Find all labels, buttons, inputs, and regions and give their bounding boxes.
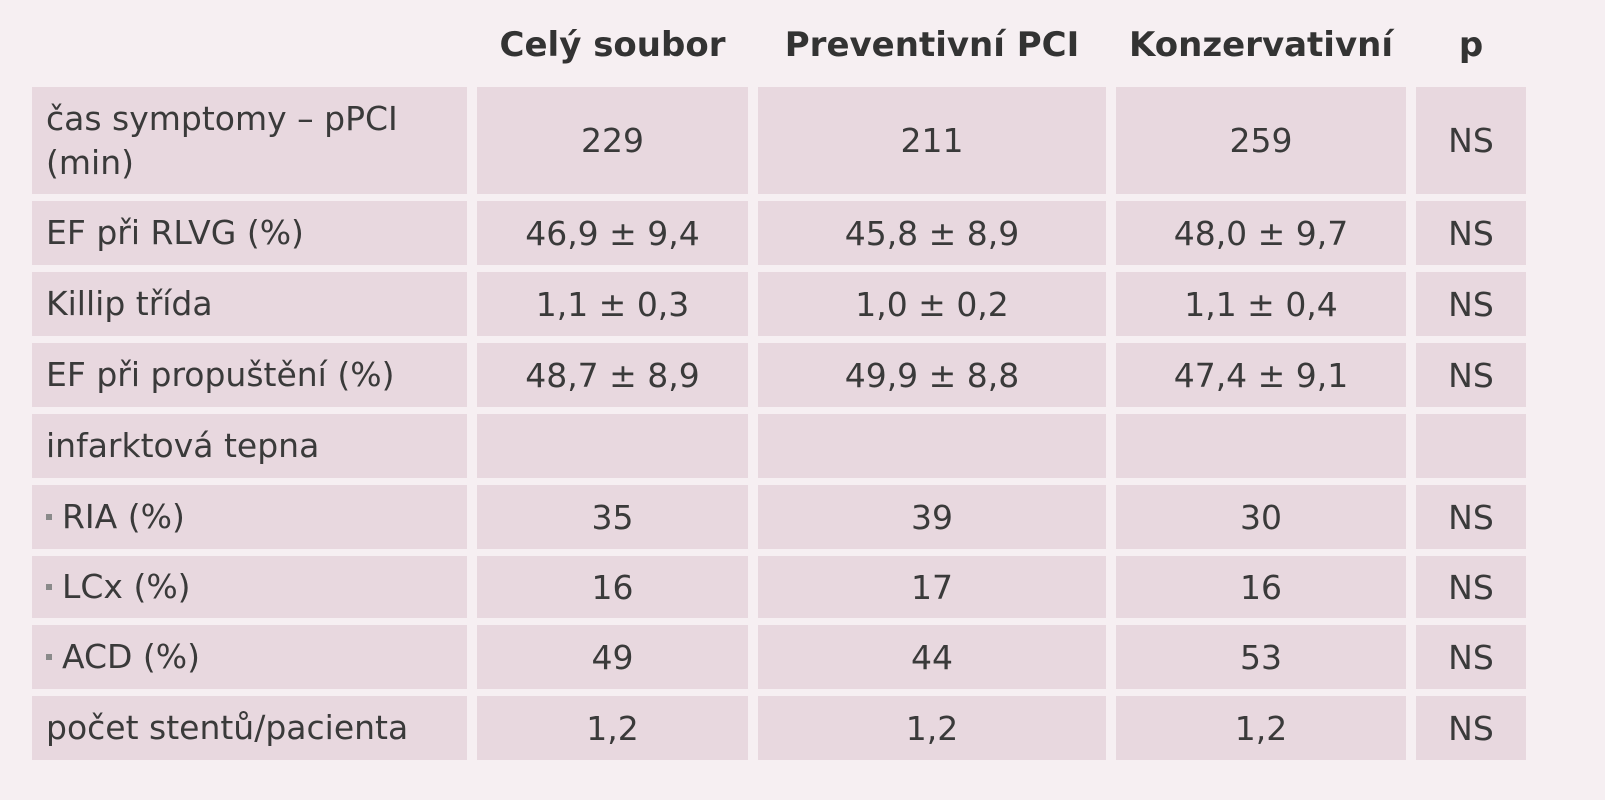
table-cell: 48,7 ± 8,9 [477,343,748,407]
table-cell: 49 [477,625,748,689]
table-cell [477,414,748,478]
table-cell: NS [1416,696,1526,760]
column-header: Preventivní PCI [784,25,1080,65]
table-cell: 39 [758,485,1106,549]
table-cell: NS [1416,201,1526,265]
table-cell: 259 [1116,87,1406,194]
table-cell: 53 [1116,625,1406,689]
row-label: LCx (%) [32,556,467,618]
table: Celý soubor Preventivní PCI Konzervativní p… [32,10,1526,760]
column-header: Celý soubor [499,25,726,65]
row-label: RIA (%) [32,485,467,549]
table-cell: NS [1416,87,1526,194]
row-label: počet stentů/pacienta [32,696,467,760]
table-cell: NS [1416,556,1526,618]
table-cell: 16 [477,556,748,618]
table-cell: 46,9 ± 9,4 [477,201,748,265]
table-cell: 1,1 ± 0,4 [1116,272,1406,336]
table-cell: 1,2 [1116,696,1406,760]
table-cell [758,414,1106,478]
corner-cell [32,10,467,80]
column-header: p [1458,25,1484,65]
table-cell: NS [1416,485,1526,549]
table-cell: 35 [477,485,748,549]
table-cell: 1,2 [758,696,1106,760]
table-cell: 44 [758,625,1106,689]
table-cell: NS [1416,272,1526,336]
table-cell: 211 [758,87,1106,194]
table-cell: 1,2 [477,696,748,760]
table-cell: 16 [1116,556,1406,618]
row-label: EF při RLVG (%) [32,201,467,265]
table-cell: 30 [1116,485,1406,549]
row-label: EF při propuštění (%) [32,343,467,407]
table-cell: 1,0 ± 0,2 [758,272,1106,336]
column-header: Konzervativní [1129,25,1393,65]
table-cell: 47,4 ± 9,1 [1116,343,1406,407]
row-label: Killip třída [32,272,467,336]
row-label: infarktová tepna [32,414,467,478]
table-cell: NS [1416,625,1526,689]
table-cell: 17 [758,556,1106,618]
table-cell: 1,1 ± 0,3 [477,272,748,336]
table-cell: 229 [477,87,748,194]
table-cell: 49,9 ± 8,8 [758,343,1106,407]
table-cell [1416,414,1526,478]
table-cell: NS [1416,343,1526,407]
table-cell: 45,8 ± 8,9 [758,201,1106,265]
table-cell: 48,0 ± 9,7 [1116,201,1406,265]
row-label: ACD (%) [32,625,467,689]
row-label: čas symptomy – pPCI (min) [32,87,467,194]
table-cell [1116,414,1406,478]
